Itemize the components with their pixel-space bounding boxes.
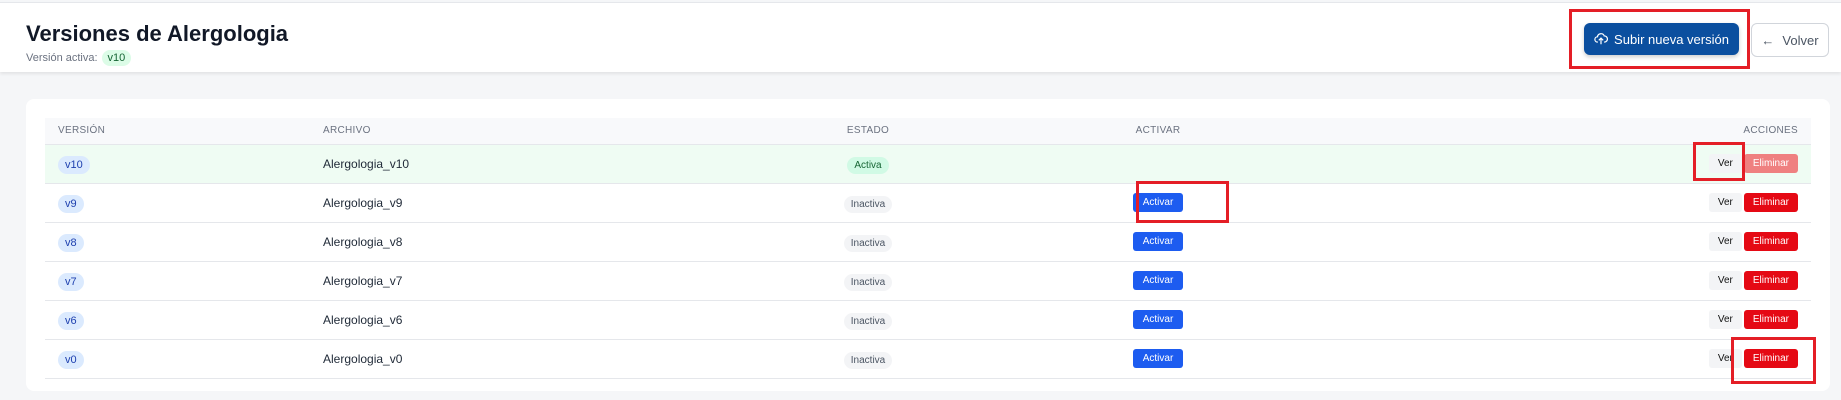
page-header: Versiones de Alergologia Versión activa:… bbox=[0, 2, 1841, 72]
delete-button[interactable]: Eliminar bbox=[1743, 310, 1798, 329]
version-cell: v0 bbox=[45, 339, 323, 379]
version-badge: v0 bbox=[58, 350, 84, 369]
view-button[interactable]: Ver bbox=[1708, 154, 1742, 173]
actions-cell: Ver Eliminar bbox=[1373, 183, 1811, 223]
version-badge: v8 bbox=[58, 233, 84, 252]
status-badge: Activa bbox=[847, 156, 889, 174]
version-cell: v9 bbox=[45, 183, 323, 223]
active-version-badge: v10 bbox=[101, 50, 132, 66]
upload-version-button[interactable]: Subir nueva versión bbox=[1584, 23, 1739, 55]
file-cell: Alergologia_v10 bbox=[323, 144, 793, 184]
arrow-left-icon: ← bbox=[1761, 32, 1775, 48]
versions-card: VERSIÓN ARCHIVO ESTADO ACTIVAR ACCIONES … bbox=[26, 99, 1830, 391]
actions-cell: Ver Eliminar bbox=[1373, 222, 1811, 262]
delete-button[interactable]: Eliminar bbox=[1743, 271, 1798, 290]
column-header-actions: ACCIONES bbox=[1373, 118, 1811, 145]
delete-button[interactable]: Eliminar bbox=[1743, 232, 1798, 251]
column-header-status: ESTADO bbox=[793, 118, 943, 145]
activate-button[interactable]: Activar bbox=[1132, 310, 1184, 329]
version-badge: v10 bbox=[58, 155, 90, 174]
activate-cell: Activar bbox=[943, 261, 1373, 301]
table-row: v7 Alergologia_v7 Inactiva Activar Ver Elimin… bbox=[45, 261, 1811, 301]
view-button[interactable]: Ver bbox=[1708, 232, 1742, 251]
version-badge: v7 bbox=[58, 272, 84, 291]
view-button[interactable]: Ver bbox=[1708, 193, 1742, 212]
back-button[interactable]: ← Volver bbox=[1751, 23, 1829, 57]
active-version-label: Versión activa: bbox=[26, 52, 98, 64]
status-cell: Inactiva bbox=[793, 222, 943, 262]
table-row: v10 Alergologia_v10 Activa Ver Eliminar bbox=[45, 144, 1811, 184]
back-label: Volver bbox=[1782, 32, 1819, 48]
file-cell: Alergologia_v9 bbox=[323, 183, 793, 223]
activate-button[interactable]: Activar bbox=[1132, 349, 1184, 368]
activate-cell: Activar bbox=[943, 300, 1373, 340]
cloud-upload-icon bbox=[1594, 33, 1609, 45]
version-badge: v9 bbox=[58, 194, 84, 213]
file-cell: Alergologia_v6 bbox=[323, 300, 793, 340]
activate-button[interactable]: Activar bbox=[1132, 271, 1184, 290]
column-header-activate: ACTIVAR bbox=[943, 118, 1373, 145]
actions-cell: Ver Eliminar bbox=[1373, 300, 1811, 340]
actions-cell: Ver Eliminar bbox=[1373, 144, 1811, 184]
activate-cell: Activar bbox=[943, 222, 1373, 262]
status-badge: Inactiva bbox=[843, 351, 893, 369]
column-header-file: ARCHIVO bbox=[323, 118, 793, 145]
view-button[interactable]: Ver bbox=[1708, 271, 1742, 290]
activate-button[interactable]: Activar bbox=[1132, 232, 1184, 251]
page-title: Versiones de Alergologia bbox=[26, 21, 289, 46]
file-cell: Alergologia_v0 bbox=[323, 339, 793, 379]
status-cell: Inactiva bbox=[793, 183, 943, 223]
activate-button[interactable]: Activar bbox=[1132, 193, 1184, 212]
status-cell: Inactiva bbox=[793, 339, 943, 379]
upload-version-label: Subir nueva versión bbox=[1614, 31, 1729, 47]
file-cell: Alergologia_v7 bbox=[323, 261, 793, 301]
actions-cell: Ver Eliminar bbox=[1373, 339, 1811, 379]
status-cell: Inactiva bbox=[793, 261, 943, 301]
status-badge: Inactiva bbox=[843, 312, 893, 330]
status-cell: Activa bbox=[793, 144, 943, 184]
status-cell: Inactiva bbox=[793, 300, 943, 340]
version-cell: v8 bbox=[45, 222, 323, 262]
actions-cell: Ver Eliminar bbox=[1373, 261, 1811, 301]
active-version-info: Versión activa: v10 bbox=[26, 50, 132, 66]
activate-cell: Activar bbox=[943, 339, 1373, 379]
delete-button: Eliminar bbox=[1743, 154, 1798, 173]
table-row: v6 Alergologia_v6 Inactiva Activar Ver Elimin… bbox=[45, 300, 1811, 340]
table-row: v9 Alergologia_v9 Inactiva Activar Ver Elimin… bbox=[45, 183, 1811, 223]
view-button[interactable]: Ver bbox=[1708, 310, 1742, 329]
table-row: v8 Alergologia_v8 Inactiva Activar Ver Elimin… bbox=[45, 222, 1811, 262]
delete-button[interactable]: Eliminar bbox=[1743, 193, 1798, 212]
version-cell: v7 bbox=[45, 261, 323, 301]
version-cell: v10 bbox=[45, 144, 323, 184]
file-cell: Alergologia_v8 bbox=[323, 222, 793, 262]
column-header-version: VERSIÓN bbox=[45, 118, 323, 145]
table-row: v0 Alergologia_v0 Inactiva Activar Ver Elimin… bbox=[45, 339, 1811, 379]
status-badge: Inactiva bbox=[843, 273, 893, 291]
activate-cell: Activar bbox=[943, 183, 1373, 223]
version-badge: v6 bbox=[58, 311, 84, 330]
view-button[interactable]: Ver bbox=[1708, 349, 1742, 368]
status-badge: Inactiva bbox=[843, 195, 893, 213]
activate-cell bbox=[943, 144, 1373, 184]
versions-table: VERSIÓN ARCHIVO ESTADO ACTIVAR ACCIONES … bbox=[45, 118, 1811, 379]
delete-button[interactable]: Eliminar bbox=[1743, 349, 1798, 368]
version-cell: v6 bbox=[45, 300, 323, 340]
status-badge: Inactiva bbox=[843, 234, 893, 252]
